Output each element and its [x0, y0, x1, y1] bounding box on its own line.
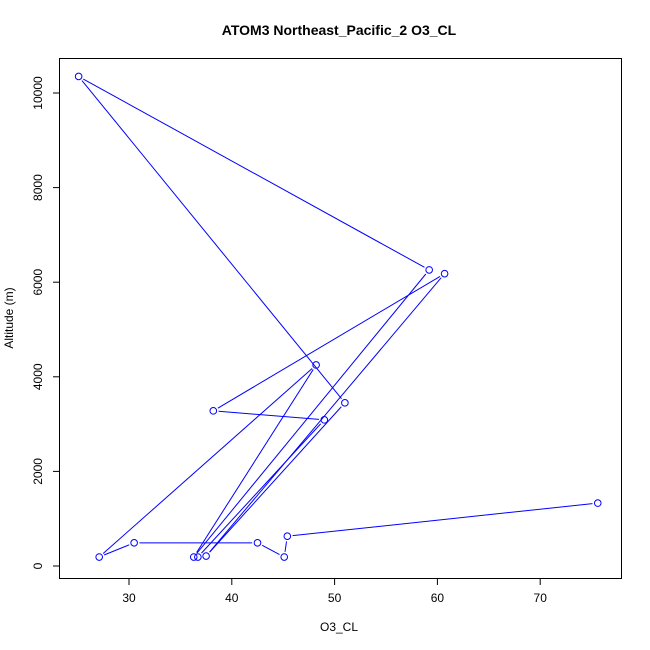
chart-title: ATOM3 Northeast_Pacific_2 O3_CL — [222, 22, 457, 38]
y-axis-label: Altitude (m) — [2, 287, 16, 348]
x-tick-label: 40 — [225, 591, 239, 605]
data-point — [312, 361, 320, 369]
series-segment — [292, 503, 593, 537]
x-tick-label: 70 — [534, 591, 548, 605]
data-point — [280, 553, 289, 561]
data-point — [253, 539, 262, 547]
x-axis-label: O3_CL — [320, 620, 358, 634]
series-line — [74, 72, 602, 561]
series-segment — [196, 273, 427, 554]
y-axis: 0 2000 4000 6000 8000 10000 — [31, 76, 60, 569]
x-tick-label: 60 — [431, 591, 445, 605]
y-tick-label: 2000 — [31, 458, 45, 485]
data-point — [209, 407, 218, 415]
data-point — [440, 269, 449, 278]
series-segment — [83, 78, 425, 268]
data-point — [202, 552, 210, 560]
data-point — [74, 72, 83, 81]
series-segment — [103, 544, 130, 556]
y-tick-label: 10000 — [31, 76, 45, 110]
data-point — [320, 416, 329, 424]
data-point — [95, 553, 103, 561]
series-segment — [209, 277, 442, 553]
series-segment — [217, 275, 441, 409]
series-segment — [201, 423, 322, 554]
y-tick-label: 8000 — [31, 174, 45, 201]
data-point — [194, 553, 202, 561]
series-segment — [261, 544, 280, 555]
x-axis: 30 40 50 60 70 — [122, 578, 548, 605]
data-point — [341, 399, 349, 407]
data-point — [130, 539, 138, 547]
data-point — [283, 532, 292, 541]
data-point — [593, 499, 602, 507]
y-tick-label: 0 — [31, 562, 45, 569]
data-point — [189, 553, 198, 561]
series-segment — [284, 541, 288, 552]
series-segment — [218, 410, 320, 420]
series-segment — [196, 369, 314, 553]
series-segment — [209, 406, 342, 553]
x-tick-label: 50 — [328, 591, 342, 605]
y-tick-label: 6000 — [31, 269, 45, 296]
series-segment — [102, 368, 313, 554]
data-point — [425, 266, 433, 274]
series-segment — [81, 80, 342, 400]
x-tick-label: 30 — [122, 591, 136, 605]
y-tick-label: 4000 — [31, 363, 45, 390]
plot-frame — [59, 58, 622, 579]
